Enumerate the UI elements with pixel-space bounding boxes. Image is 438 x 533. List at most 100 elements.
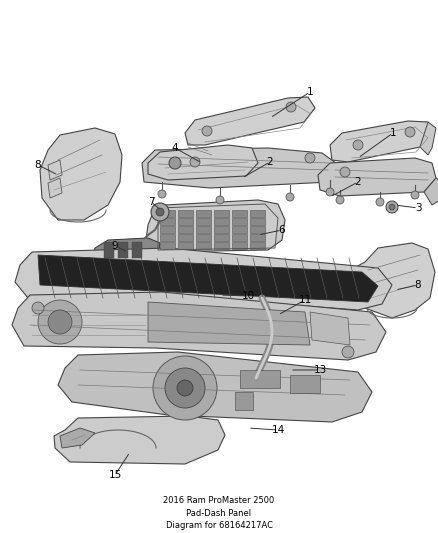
Polygon shape — [60, 428, 95, 448]
Circle shape — [286, 102, 296, 112]
Polygon shape — [15, 248, 392, 310]
Text: 2: 2 — [355, 177, 361, 187]
Polygon shape — [352, 243, 435, 318]
Bar — [214, 242, 229, 249]
Polygon shape — [148, 302, 310, 345]
Polygon shape — [350, 289, 366, 311]
Circle shape — [411, 191, 419, 199]
Polygon shape — [92, 238, 160, 262]
Text: 1: 1 — [390, 128, 396, 138]
Bar — [178, 234, 193, 241]
Text: 13: 13 — [313, 365, 327, 375]
Bar — [178, 218, 193, 225]
Polygon shape — [54, 416, 225, 464]
Circle shape — [38, 300, 82, 344]
Circle shape — [151, 203, 169, 221]
Text: 11: 11 — [298, 295, 311, 305]
Polygon shape — [310, 312, 350, 345]
Bar — [250, 242, 265, 249]
Bar — [232, 242, 247, 249]
Polygon shape — [424, 178, 438, 205]
Polygon shape — [352, 272, 367, 294]
Polygon shape — [330, 121, 432, 162]
Circle shape — [190, 157, 200, 167]
Circle shape — [353, 140, 363, 150]
Bar — [196, 234, 211, 241]
Circle shape — [156, 208, 164, 216]
Bar — [178, 242, 193, 249]
Bar — [160, 226, 175, 233]
Circle shape — [158, 190, 166, 198]
Text: 6: 6 — [279, 225, 285, 235]
Circle shape — [389, 204, 395, 210]
Bar — [250, 234, 265, 241]
Circle shape — [336, 196, 344, 204]
Text: 4: 4 — [172, 143, 178, 153]
Circle shape — [386, 201, 398, 213]
Circle shape — [153, 356, 217, 420]
Circle shape — [32, 302, 44, 314]
Circle shape — [165, 368, 205, 408]
Bar — [214, 218, 229, 225]
Circle shape — [286, 193, 294, 201]
Polygon shape — [142, 148, 340, 188]
Bar — [232, 226, 247, 233]
Polygon shape — [290, 375, 320, 393]
Polygon shape — [132, 242, 142, 258]
Polygon shape — [118, 242, 128, 258]
Text: 8: 8 — [35, 160, 41, 170]
Circle shape — [326, 188, 334, 196]
Circle shape — [405, 127, 415, 137]
Polygon shape — [148, 145, 258, 180]
Polygon shape — [146, 200, 285, 252]
Bar — [196, 242, 211, 249]
Polygon shape — [58, 352, 372, 422]
Polygon shape — [38, 255, 378, 302]
Bar — [250, 210, 265, 217]
Bar — [160, 234, 175, 241]
Circle shape — [202, 126, 212, 136]
Polygon shape — [40, 128, 122, 220]
Polygon shape — [235, 392, 253, 410]
Bar — [196, 218, 211, 225]
Bar — [178, 210, 193, 217]
Bar — [160, 218, 175, 225]
Polygon shape — [12, 292, 386, 360]
Polygon shape — [185, 97, 315, 145]
Text: 3: 3 — [415, 203, 421, 213]
Text: 7: 7 — [148, 197, 154, 207]
Text: 2: 2 — [267, 157, 273, 167]
Polygon shape — [104, 242, 114, 258]
Circle shape — [376, 198, 384, 206]
Bar — [232, 234, 247, 241]
Polygon shape — [48, 178, 62, 198]
Bar — [196, 226, 211, 233]
Circle shape — [169, 157, 181, 169]
Bar — [214, 234, 229, 241]
Text: 14: 14 — [272, 425, 285, 435]
Text: 10: 10 — [241, 291, 254, 301]
Bar — [160, 242, 175, 249]
Circle shape — [340, 167, 350, 177]
Text: 8: 8 — [415, 280, 421, 290]
Bar — [214, 210, 229, 217]
Bar — [250, 226, 265, 233]
Text: 2016 Ram ProMaster 2500
Pad-Dash Panel
Diagram for 68164217AC: 2016 Ram ProMaster 2500 Pad-Dash Panel D… — [163, 496, 275, 530]
Circle shape — [177, 380, 193, 396]
Bar — [214, 226, 229, 233]
Circle shape — [48, 310, 72, 334]
Bar — [232, 210, 247, 217]
Circle shape — [305, 153, 315, 163]
Text: 1: 1 — [307, 87, 313, 97]
Bar — [160, 210, 175, 217]
Polygon shape — [48, 160, 62, 180]
Bar — [250, 218, 265, 225]
Circle shape — [342, 346, 354, 358]
Text: 15: 15 — [108, 470, 122, 480]
Circle shape — [216, 196, 224, 204]
Bar — [196, 210, 211, 217]
Text: 9: 9 — [112, 241, 118, 251]
Bar — [178, 226, 193, 233]
Polygon shape — [240, 370, 280, 388]
Polygon shape — [318, 158, 436, 196]
